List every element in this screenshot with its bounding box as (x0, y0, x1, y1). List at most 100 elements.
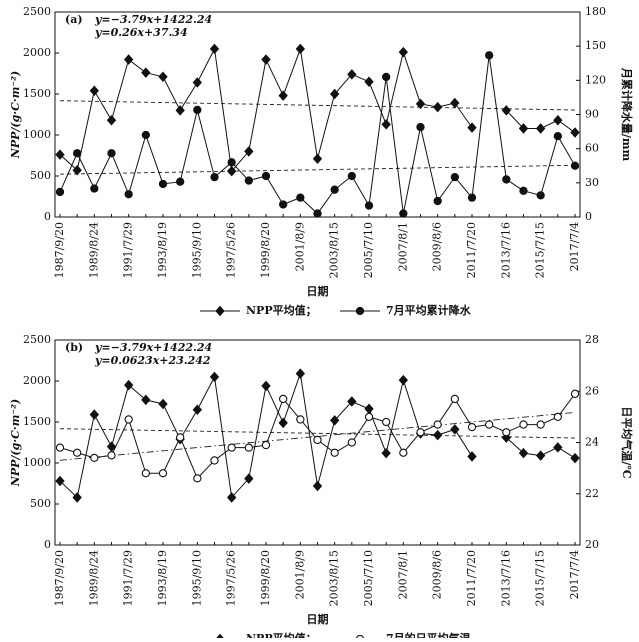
data-point (399, 209, 408, 218)
data-point (450, 97, 460, 109)
data-point (553, 131, 562, 141)
y2-tick-label: 30 (585, 176, 599, 189)
data-point (73, 448, 82, 457)
x-tick-label: 1987/9/20 (53, 222, 66, 278)
data-point (124, 190, 133, 199)
data-point (501, 105, 512, 116)
x-tick-label: 2003/8/15 (328, 550, 341, 606)
data-point (210, 456, 219, 465)
data-point (381, 119, 391, 130)
data-point (347, 438, 356, 447)
data-point (415, 98, 426, 110)
data-point (399, 448, 408, 457)
trendline (59, 100, 576, 111)
data-point (55, 475, 65, 487)
data-point (433, 420, 442, 429)
data-point (536, 420, 545, 429)
data-point (158, 179, 168, 189)
y2-tick-label: 20 (585, 538, 599, 551)
data-point (244, 146, 254, 157)
x-tick-label: 2001/8/9 (293, 550, 306, 599)
data-point (502, 175, 511, 184)
data-point (193, 105, 202, 115)
data-point (570, 127, 580, 138)
data-point (244, 443, 253, 452)
data-point (176, 177, 185, 186)
data-point (158, 71, 168, 83)
data-point (570, 161, 580, 170)
data-point (450, 394, 459, 404)
y-tick-label: 2000 (23, 46, 51, 59)
data-point (502, 428, 511, 437)
data-point (227, 443, 236, 452)
data-point (175, 105, 185, 116)
data-point (432, 429, 443, 441)
data-point (347, 396, 357, 407)
data-point (416, 428, 425, 437)
data-point (278, 417, 288, 429)
x-tick-label: 2013/7/16 (499, 222, 512, 278)
y2-tick-label: 90 (585, 108, 599, 121)
data-point (553, 114, 563, 126)
y-tick-label: 0 (44, 210, 51, 223)
data-point (296, 415, 305, 424)
data-point (158, 469, 168, 478)
data-point (261, 171, 271, 181)
y2-tick-label: 180 (585, 5, 606, 18)
data-point (330, 185, 339, 194)
data-point (329, 88, 340, 100)
data-point (55, 149, 65, 160)
data-point (467, 122, 477, 133)
data-point (192, 77, 203, 88)
y-axis-label: NPP/(g·C·m⁻²) (9, 71, 22, 159)
data-point (518, 123, 529, 134)
data-point (313, 435, 322, 445)
data-point (485, 51, 494, 60)
data-point (312, 480, 323, 492)
trend-equation: y=−3.79x+1422.24 (94, 13, 212, 26)
x-tick-label: 1987/9/20 (53, 550, 66, 606)
data-point (141, 394, 151, 406)
data-point (244, 176, 253, 185)
data-point (381, 447, 391, 459)
trendline (59, 428, 576, 439)
x-tick-label: 1999/8/20 (259, 222, 272, 278)
legend-label: 7月平均累计降水 (386, 303, 472, 317)
x-tick-label: 2005/7/10 (362, 550, 375, 606)
data-point (519, 186, 528, 195)
x-tick-label: 2001/8/9 (293, 222, 306, 271)
data-point (450, 172, 459, 182)
data-point (158, 398, 168, 410)
data-point (518, 447, 529, 459)
data-point (535, 123, 546, 134)
data-point (398, 46, 409, 58)
y2-tick-label: 0 (585, 210, 592, 223)
data-point (553, 412, 562, 422)
data-point (279, 200, 288, 209)
x-tick-label: 2011/7/20 (465, 222, 478, 278)
data-point (107, 149, 116, 158)
plot-frame (54, 11, 581, 218)
data-point (295, 368, 306, 379)
data-point (90, 184, 99, 193)
data-point (295, 43, 306, 55)
x-tick-label: 1993/8/19 (156, 550, 169, 606)
y-tick-label: 1500 (23, 87, 51, 100)
x-tick-label: 1991/7/29 (122, 550, 135, 606)
data-point (226, 492, 237, 503)
data-point (226, 165, 237, 177)
y-axis-label: NPP/(g·C·m⁻²) (9, 399, 22, 487)
data-point (535, 450, 546, 461)
data-point (209, 371, 220, 383)
legend-marker (215, 305, 225, 317)
data-point (141, 67, 151, 78)
data-point (89, 409, 100, 420)
data-point (72, 492, 82, 503)
data-point (55, 187, 65, 197)
data-point (278, 90, 288, 101)
data-point (485, 420, 494, 429)
data-point (124, 415, 133, 424)
data-point (570, 389, 580, 398)
x-tick-label: 1995/9/10 (190, 550, 203, 606)
y2-tick-label: 60 (585, 142, 599, 155)
